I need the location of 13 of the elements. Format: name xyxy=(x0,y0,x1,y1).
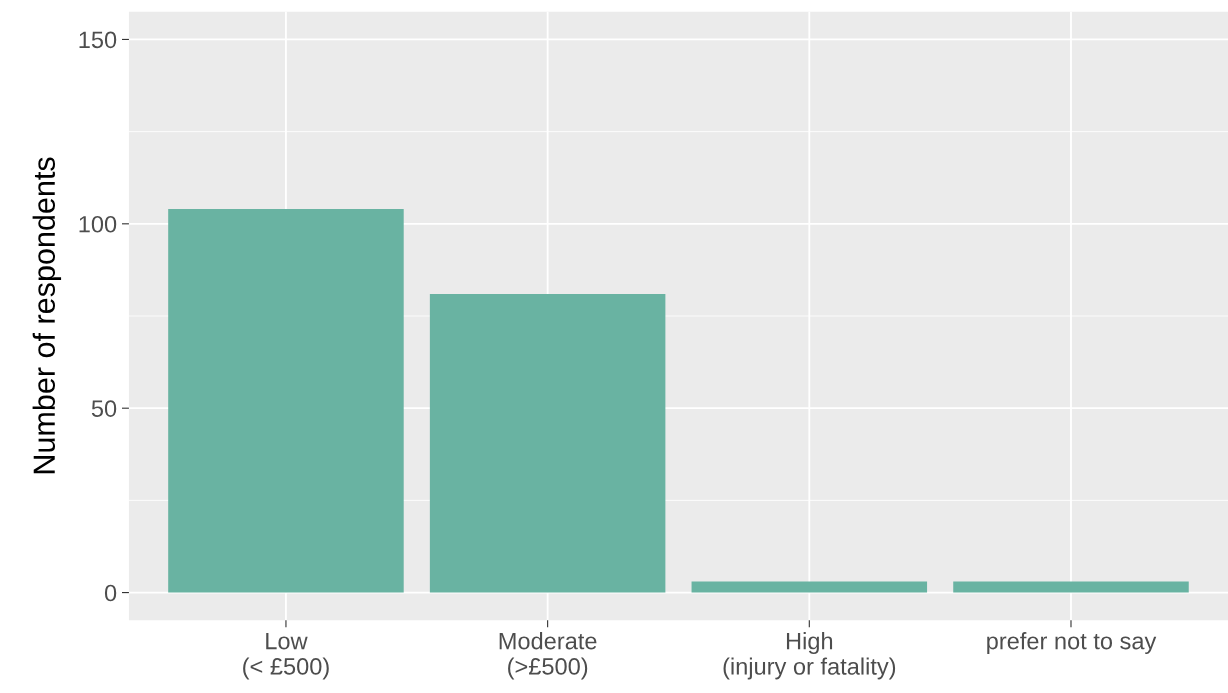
bar xyxy=(953,581,1189,593)
y-tick-label: 0 xyxy=(104,584,117,602)
y-axis-title: Number of respondents xyxy=(32,157,62,474)
x-tick-label: Moderate (>£500) xyxy=(499,632,597,680)
bar xyxy=(168,209,404,593)
x-tick-label: High (injury or fatality) xyxy=(723,632,896,680)
x-tick-label: Low (< £500) xyxy=(243,632,329,680)
y-tick-label: 150 xyxy=(79,31,117,49)
bar xyxy=(429,293,666,593)
x-tick-label: prefer not to say xyxy=(987,632,1157,655)
y-tick-label: 50 xyxy=(91,400,117,417)
y-tick-label: 100 xyxy=(79,215,117,233)
bar xyxy=(691,581,928,593)
